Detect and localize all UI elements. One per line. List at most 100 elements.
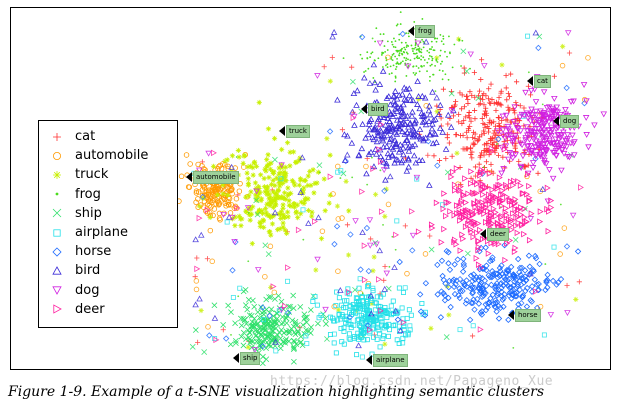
point-truck: [262, 166, 268, 172]
point-airplane: [356, 301, 362, 307]
point-dog: [564, 153, 572, 160]
point-airplane: [391, 323, 396, 329]
point-automobile: [213, 187, 220, 193]
point-dog: [564, 132, 571, 139]
point-dog: [278, 162, 285, 169]
point-ship: [303, 319, 310, 326]
point-frog: [377, 57, 380, 60]
point-automobile: [335, 216, 342, 222]
point-horse: [498, 262, 505, 269]
point-frog: [400, 50, 403, 52]
point-deer: [512, 244, 519, 252]
point-ship: [316, 162, 323, 169]
point-bird: [376, 80, 384, 87]
point-horse: [333, 223, 341, 230]
point-airplane: [370, 285, 376, 291]
point-cat: [496, 115, 502, 121]
point-dog: [278, 307, 285, 314]
point-horse: [492, 297, 499, 304]
point-cat: [192, 274, 198, 280]
point-deer: [523, 218, 530, 225]
point-dog: [524, 115, 532, 122]
cluster-label-text: airplane: [373, 353, 408, 367]
point-bird: [426, 181, 433, 188]
point-deer: [478, 169, 485, 176]
legend-label: frog: [75, 186, 101, 202]
point-dog: [538, 130, 546, 137]
point-ship: [240, 329, 247, 336]
point-horse: [470, 271, 477, 278]
point-dog: [550, 107, 558, 114]
point-deer: [462, 175, 469, 182]
point-horse: [485, 299, 493, 306]
point-deer: [441, 225, 448, 233]
point-ship: [315, 320, 321, 327]
point-bird: [361, 74, 368, 81]
point-ship: [290, 344, 297, 350]
point-bird: [383, 143, 391, 149]
point-cat: [485, 96, 492, 102]
point-ship: [266, 294, 272, 300]
point-airplane: [331, 340, 337, 346]
legend-label: horse: [75, 244, 112, 260]
point-horse: [440, 276, 447, 284]
point-truck: [262, 189, 268, 195]
point-horse: [451, 290, 459, 298]
point-dog: [549, 175, 557, 182]
point-deer: [465, 190, 472, 198]
point-frog: [496, 143, 499, 145]
point-dog: [509, 155, 517, 162]
point-cat: [456, 111, 462, 117]
point-airplane: [333, 350, 339, 356]
point-airplane: [230, 294, 236, 300]
point-cat: [480, 97, 486, 103]
point-deer: [457, 210, 464, 218]
point-frog: [441, 70, 444, 72]
point-horse: [461, 280, 468, 288]
point-cat: [476, 134, 483, 140]
point-horse: [500, 294, 507, 302]
point-dog: [539, 135, 546, 142]
point-cat: [453, 99, 459, 105]
legend-marker-frog: [55, 192, 59, 196]
point-dog: [541, 159, 548, 166]
point-deer: [453, 202, 460, 209]
point-bird: [305, 219, 312, 226]
point-dog: [499, 113, 507, 120]
point-bird: [374, 132, 381, 139]
point-ship: [292, 318, 299, 325]
point-ship: [372, 239, 379, 246]
point-ship: [273, 319, 279, 325]
point-truck: [446, 312, 452, 318]
point-cat: [513, 100, 519, 106]
point-truck: [214, 192, 221, 198]
point-ship: [228, 309, 234, 316]
point-deer: [501, 145, 508, 153]
point-ship: [265, 333, 272, 339]
point-truck: [249, 240, 255, 247]
cluster-label-ship: ship: [233, 351, 261, 365]
point-cat: [481, 147, 487, 154]
point-dog: [547, 130, 555, 137]
point-airplane: [356, 285, 362, 291]
point-deer: [512, 196, 519, 203]
point-airplane: [381, 325, 387, 331]
label-pointer-icon: [480, 229, 486, 239]
point-dog: [562, 111, 570, 118]
point-dog: [583, 132, 590, 138]
point-horse: [535, 44, 542, 52]
point-bird: [211, 314, 219, 321]
point-cat: [535, 170, 541, 176]
point-bird: [372, 86, 379, 93]
point-deer: [428, 221, 435, 228]
point-truck: [265, 184, 271, 190]
point-truck: [261, 175, 267, 182]
point-frog: [396, 57, 398, 60]
point-ship: [254, 211, 261, 218]
point-horse: [504, 277, 511, 284]
point-horse: [495, 302, 502, 310]
point-dog: [545, 132, 552, 139]
point-ship: [189, 343, 196, 350]
point-truck: [270, 204, 276, 211]
point-truck: [271, 198, 277, 204]
